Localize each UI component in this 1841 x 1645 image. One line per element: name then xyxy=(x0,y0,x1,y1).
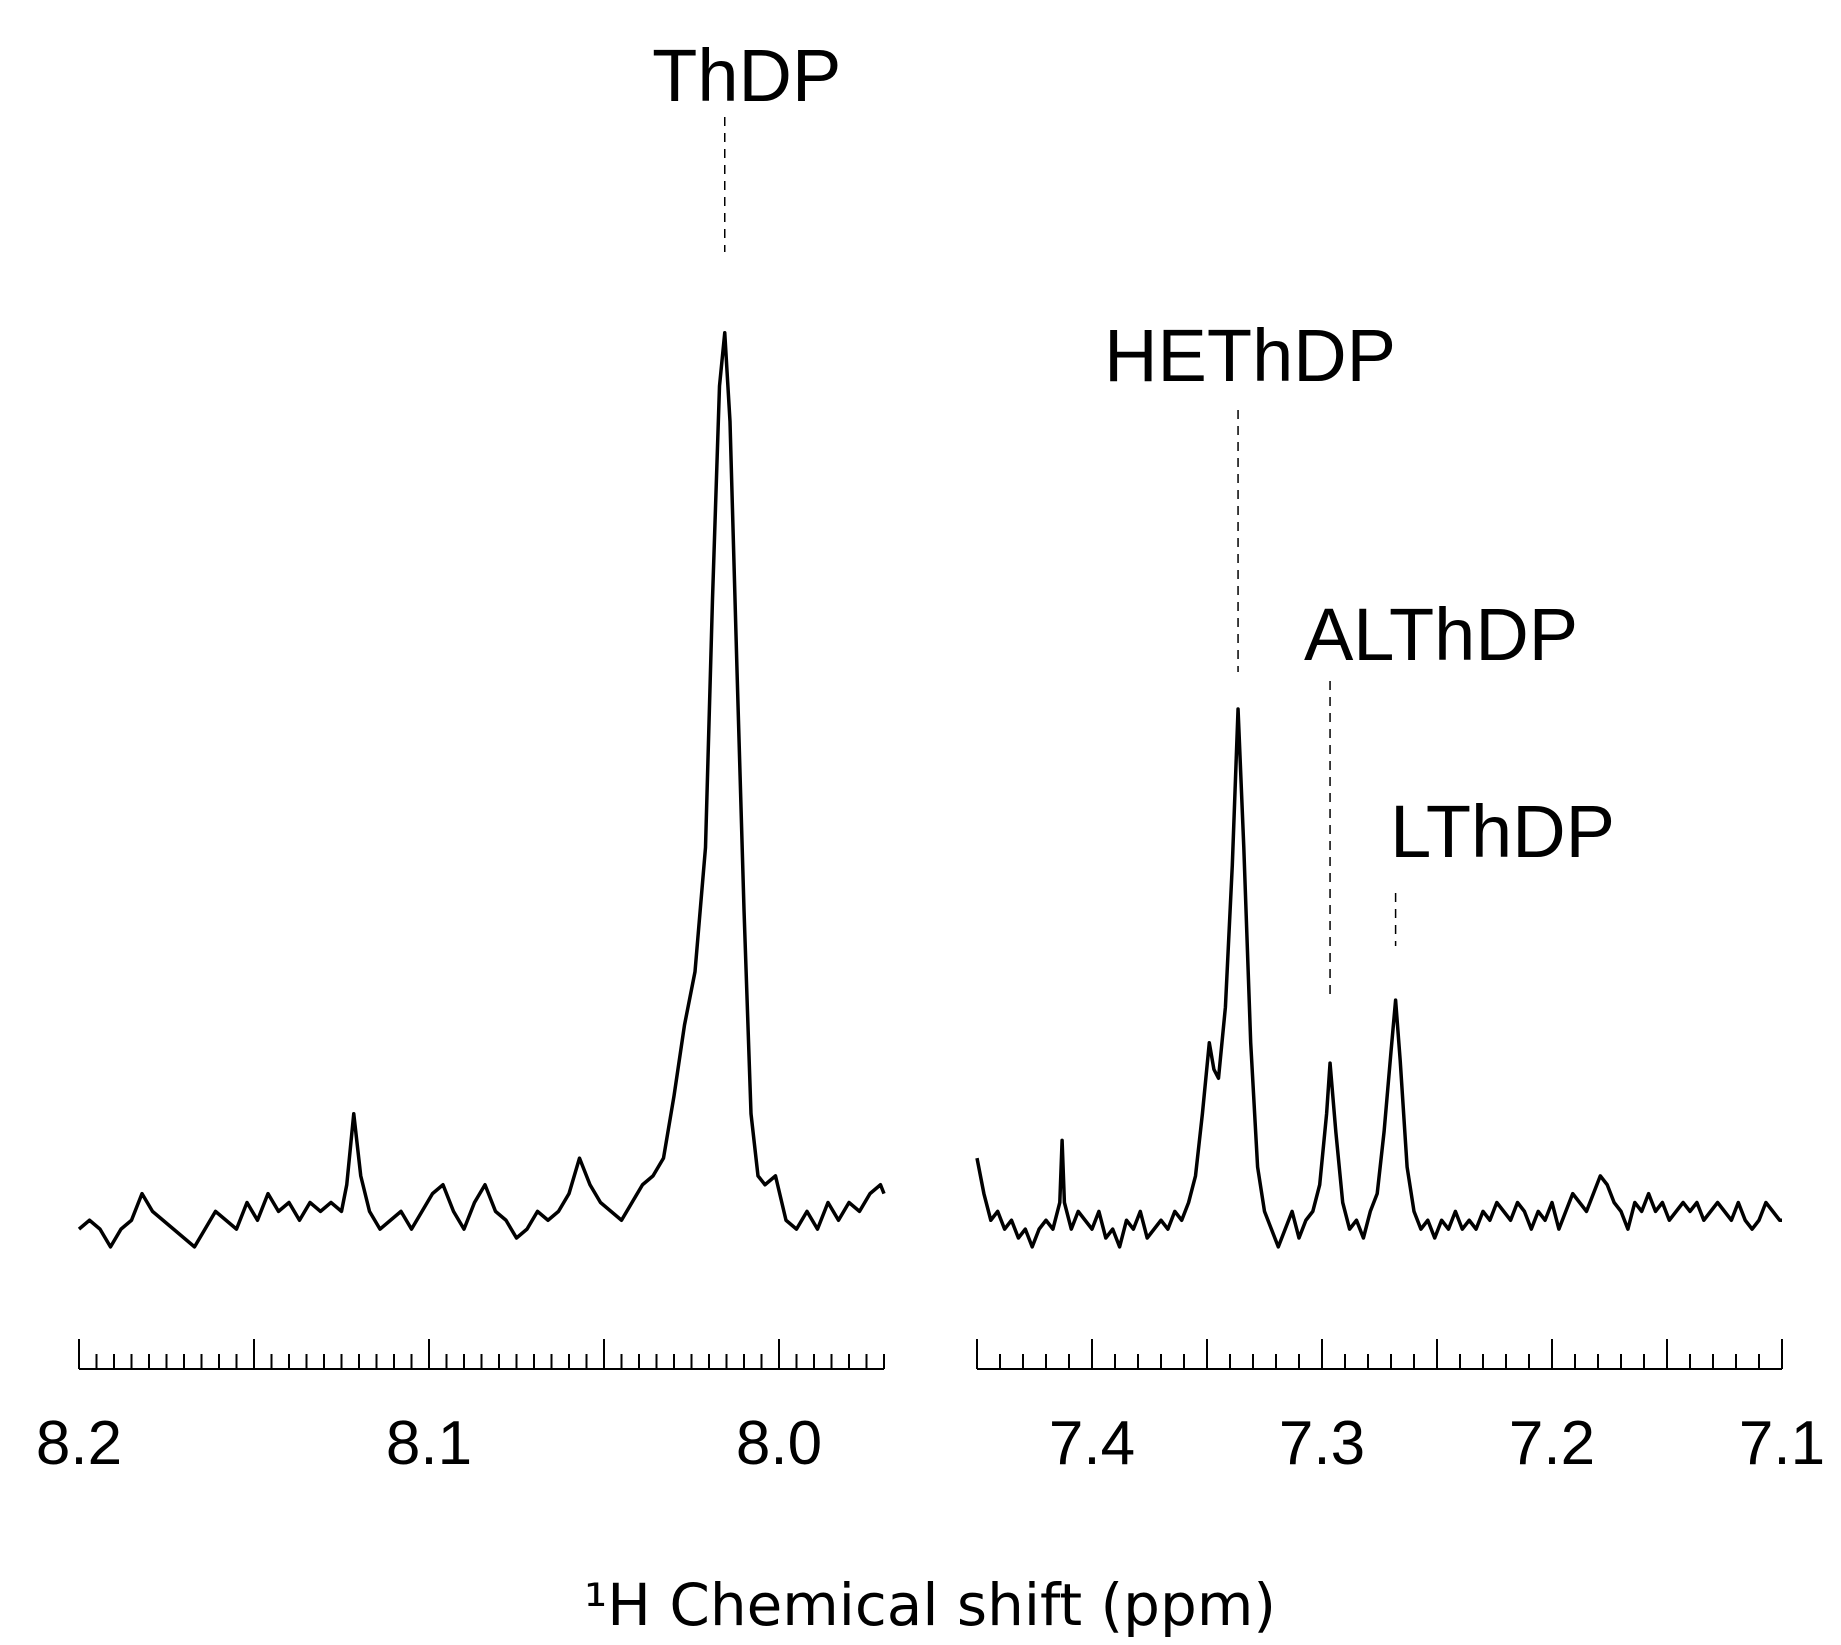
x-tick-label: 7.1 xyxy=(1739,1409,1825,1478)
x-tick-label: 8.0 xyxy=(736,1409,822,1478)
x-tick-label: 8.2 xyxy=(36,1409,122,1478)
x-axis-label: ¹H Chemical shift (ppm) xyxy=(584,1571,1276,1639)
x-tick-label: 7.4 xyxy=(1049,1409,1135,1478)
x-tick-label: 7.3 xyxy=(1279,1409,1365,1478)
x-tick-label: 7.2 xyxy=(1509,1409,1595,1478)
annotation-label: LThDP xyxy=(1390,790,1615,873)
spectrum-line xyxy=(77,331,886,1249)
annotation-label: HEThDP xyxy=(1104,314,1396,397)
x-tick-label: 8.1 xyxy=(386,1409,472,1478)
annotation-label: ALThDP xyxy=(1304,593,1578,676)
spectrum-line xyxy=(975,707,1782,1249)
annotation-label: ThDP xyxy=(652,34,841,117)
